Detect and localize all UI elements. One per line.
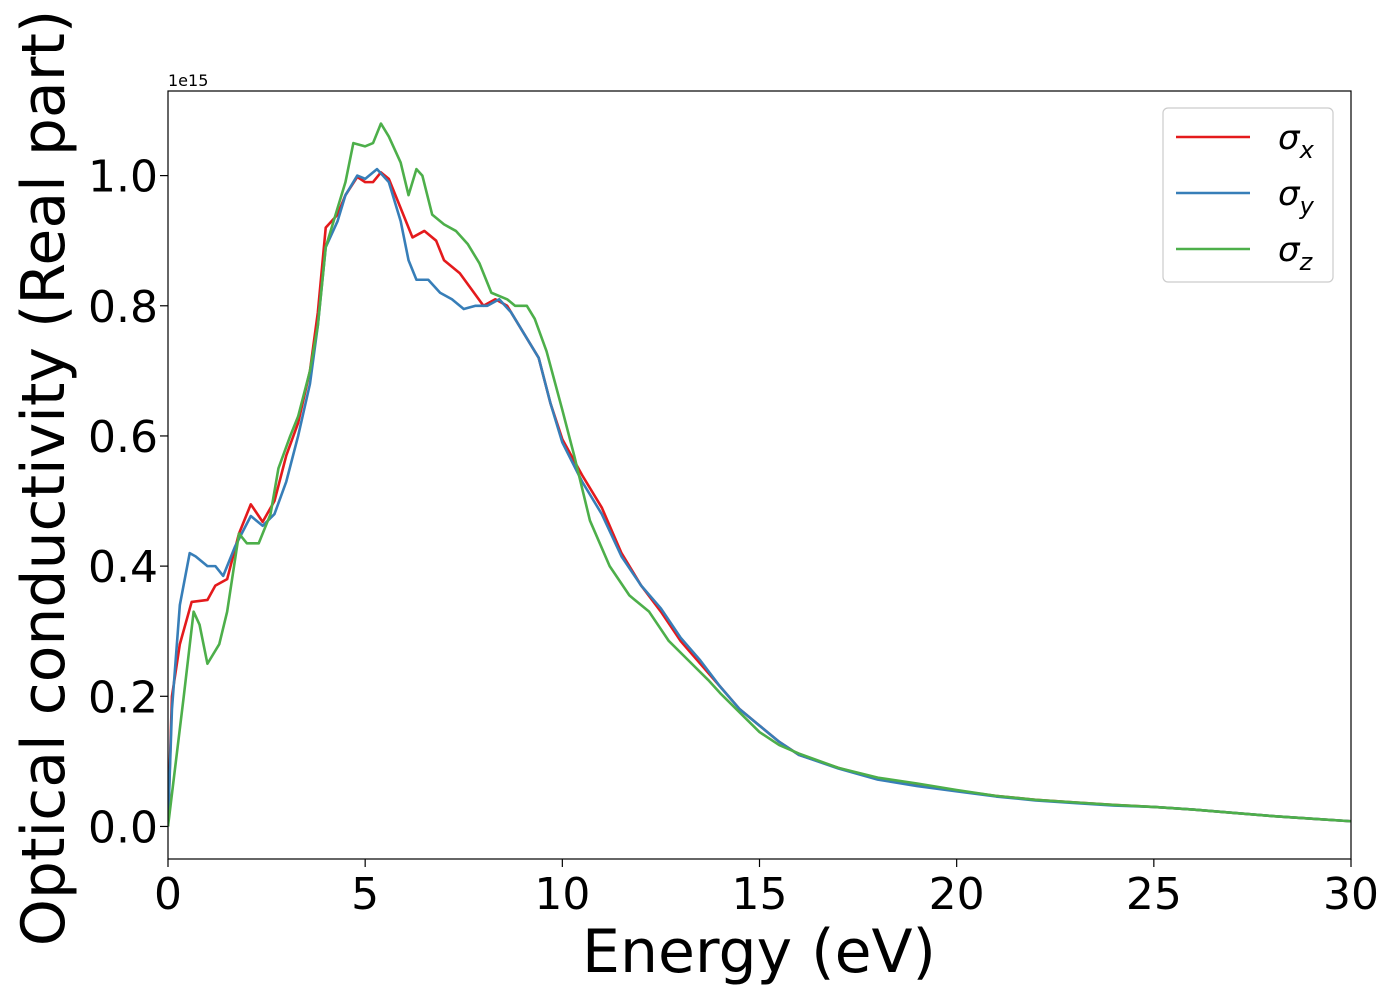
- y-tick-label: 0.4: [88, 542, 158, 593]
- legend-box: [1162, 107, 1334, 283]
- y-tick-label: 0.8: [88, 282, 158, 333]
- legend-item-z: σz: [1176, 230, 1314, 276]
- x-tick-label: 25: [1126, 869, 1182, 920]
- x-tick-label: 0: [154, 869, 182, 920]
- series-line-z: [168, 122, 1351, 827]
- y-tick-label: 0.0: [88, 802, 158, 853]
- x-axis: 0 5 10 15 20 25 30: [154, 859, 1379, 920]
- x-axis-label: Energy (eV): [582, 917, 936, 987]
- y-tick-label: 0.2: [88, 672, 158, 723]
- x-tick-label: 5: [351, 869, 379, 920]
- legend-label: σy: [1278, 174, 1315, 220]
- x-tick-label: 10: [534, 869, 590, 920]
- y-tick-label: 1.0: [88, 152, 158, 203]
- legend-item-y: σy: [1176, 174, 1315, 220]
- y-tick-label: 0.6: [88, 412, 158, 463]
- x-tick-label: 30: [1323, 869, 1379, 920]
- series-layer: [168, 122, 1351, 827]
- x-tick-label: 15: [732, 869, 788, 920]
- y-offset-text: 1e15: [168, 71, 208, 90]
- legend-item-x: σx: [1176, 118, 1315, 164]
- series-z: [168, 122, 1351, 827]
- x-tick-label: 20: [929, 869, 985, 920]
- y-axis-label: Optical conductivity (Real part): [9, 10, 79, 947]
- legend-label: σz: [1278, 230, 1314, 276]
- legend: σx σy σz: [1162, 107, 1334, 283]
- y-axis: 0.0 0.2 0.4 0.6 0.8 1.0: [88, 152, 168, 853]
- legend-label: σx: [1278, 118, 1315, 164]
